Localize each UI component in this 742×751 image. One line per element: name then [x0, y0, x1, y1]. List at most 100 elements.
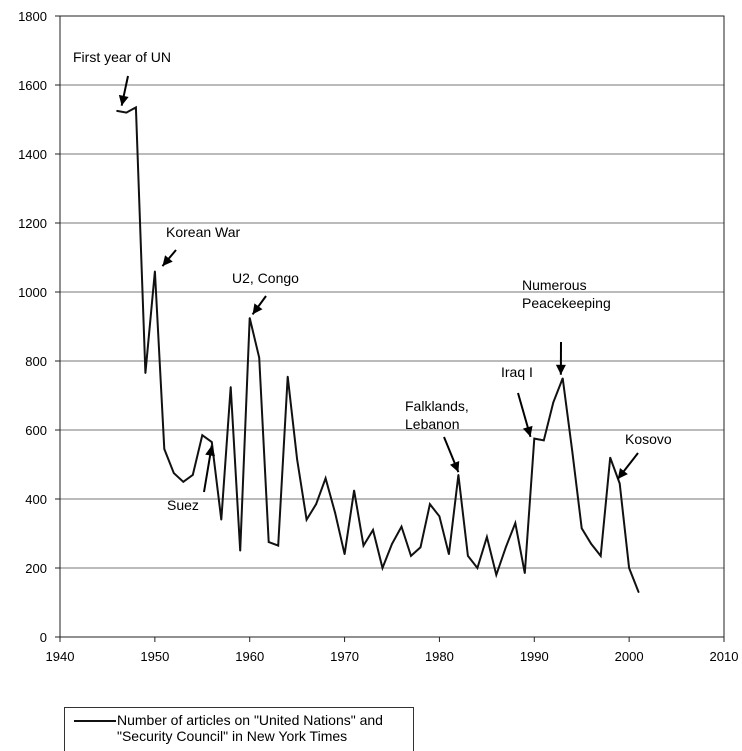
- annotation-arrowhead-4: [449, 460, 460, 473]
- data-point-1973: [372, 529, 374, 531]
- legend-label-line-1: Number of articles on "United Nations" a…: [117, 712, 383, 728]
- gridlines: [60, 15, 724, 569]
- data-point-1998: [609, 456, 611, 459]
- data-point-1983: [467, 555, 469, 557]
- data-point-1954: [192, 474, 194, 476]
- series-line-0: [116, 105, 640, 593]
- data-point-1997: [599, 555, 602, 557]
- data-point-1958: [229, 386, 232, 388]
- annotation-6: Numerous Peacekeeping: [522, 277, 611, 375]
- data-point-1961: [258, 356, 261, 359]
- data-point-1972: [362, 544, 365, 547]
- legend-label: Number of articles on "United Nations" a…: [117, 712, 417, 744]
- annotation-arrowhead-0: [118, 94, 129, 106]
- data-point-1964: [286, 375, 289, 378]
- y-tick-label-200: 200: [25, 561, 47, 576]
- data-point-1962: [267, 541, 270, 543]
- annotation-arrowhead-6: [555, 364, 566, 375]
- annotation-4: Falklands, Lebanon: [405, 398, 469, 473]
- data-point-1994: [571, 449, 574, 452]
- x-tick-label-1950: 1950: [140, 649, 169, 664]
- x-tick-label-2010: 2010: [710, 649, 739, 664]
- y-tick-label-1400: 1400: [18, 147, 47, 162]
- annotation-0: First year of UN: [73, 49, 171, 106]
- y-tick-label-0: 0: [40, 630, 47, 645]
- data-point-1970: [343, 553, 346, 555]
- data-point-1974: [381, 567, 384, 569]
- y-tick-label-400: 400: [25, 492, 47, 507]
- annotation-2: U2, Congo: [232, 270, 299, 316]
- annotation-1: Korean War: [161, 224, 241, 267]
- data-point-1948: [135, 106, 137, 109]
- x-tick-label-1940: 1940: [46, 649, 75, 664]
- x-tick-label-1970: 1970: [330, 649, 359, 664]
- data-point-1987: [505, 546, 507, 549]
- data-point-1947: [125, 111, 128, 114]
- data-point-1956: [210, 441, 213, 443]
- series-layer: [116, 105, 640, 593]
- data-point-1991: [542, 439, 545, 442]
- data-point-1982: [457, 474, 460, 476]
- data-point-1986: [495, 574, 498, 576]
- data-point-1959: [239, 549, 242, 552]
- data-point-1988: [514, 522, 517, 524]
- data-point-1963: [277, 544, 279, 547]
- x-tick-label-2000: 2000: [615, 649, 644, 664]
- data-point-1996: [590, 543, 592, 545]
- data-point-1966: [305, 518, 308, 521]
- data-point-1993: [561, 377, 564, 380]
- data-point-2001: [637, 591, 640, 593]
- data-point-2000: [628, 567, 630, 569]
- data-point-1981: [448, 553, 450, 555]
- x-tick-label-1980: 1980: [425, 649, 454, 664]
- annotation-arrowhead-1: [162, 255, 173, 267]
- y-tick-label-1200: 1200: [18, 216, 47, 231]
- annotation-arrowhead-5: [522, 425, 533, 437]
- data-point-1977: [410, 555, 412, 557]
- y-tick-label-800: 800: [25, 354, 47, 369]
- data-point-1995: [580, 527, 583, 530]
- data-point-1975: [391, 543, 393, 545]
- data-point-1949: [144, 372, 147, 374]
- annotation-label-7-line-0: Kosovo: [625, 431, 672, 447]
- x-tick-label-1960: 1960: [235, 649, 264, 664]
- y-tick-label-600: 600: [25, 423, 47, 438]
- annotation-3: Suez: [167, 445, 216, 513]
- data-point-1960: [248, 317, 251, 319]
- data-point-1969: [334, 512, 336, 514]
- annotation-arrowhead-2: [252, 303, 263, 315]
- data-point-1955: [201, 434, 204, 436]
- data-point-1980: [438, 515, 441, 518]
- data-point-1968: [324, 477, 327, 480]
- data-point-1951: [163, 448, 166, 450]
- data-point-1984: [476, 567, 479, 569]
- annotation-arrowhead-7: [617, 468, 628, 479]
- x-tick-label-1990: 1990: [520, 649, 549, 664]
- data-point-1999: [618, 482, 621, 485]
- data-point-1971: [353, 489, 355, 492]
- data-point-1990: [533, 437, 536, 440]
- plot-area-border: [59, 15, 725, 638]
- data-point-1950: [154, 270, 156, 273]
- annotation-label-1-line-0: Korean War: [166, 224, 241, 240]
- data-point-1967: [315, 503, 317, 505]
- y-tick-label-1600: 1600: [18, 78, 47, 93]
- annotations: First year of UN Korean War U2, Congo Suez F…: [73, 49, 672, 513]
- annotation-label-2-line-0: U2, Congo: [232, 270, 299, 286]
- legend-label-line-2: "Security Council" in New York Times: [117, 728, 348, 744]
- data-point-1946: [116, 110, 118, 112]
- annotation-label-5-line-0: Iraq I: [501, 364, 533, 380]
- data-point-1992: [552, 401, 555, 404]
- annotation-5: Iraq I: [501, 364, 533, 438]
- data-point-1985: [486, 536, 488, 538]
- data-point-1957: [220, 518, 223, 521]
- tick-labels: 1940 1950 1960 1970 1980 1990 2000 2010 0 200 400 6…: [18, 9, 738, 664]
- data-point-1953: [182, 480, 185, 483]
- axes: [55, 15, 725, 642]
- annotation-label-0-line-0: First year of UN: [73, 49, 171, 65]
- data-point-1978: [419, 546, 422, 549]
- data-point-1952: [173, 472, 175, 474]
- legend-line-swatch: [74, 720, 116, 722]
- legend: Number of articles on "United Nations" a…: [64, 707, 414, 751]
